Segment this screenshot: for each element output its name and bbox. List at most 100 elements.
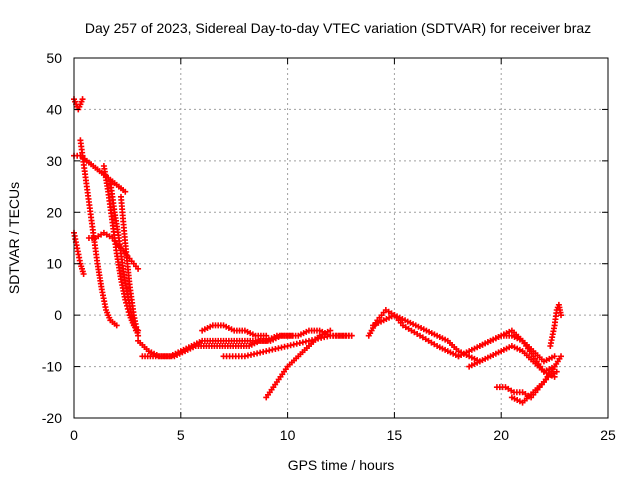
y-tick-label: 30	[46, 153, 62, 169]
data-point	[275, 334, 282, 340]
data-point	[442, 346, 449, 353]
y-tick-label: 40	[46, 101, 62, 117]
data-point	[134, 329, 141, 336]
data-point	[463, 349, 470, 356]
data-point	[121, 237, 128, 244]
data-point	[89, 235, 96, 241]
data-point	[484, 339, 491, 346]
data-point	[303, 345, 310, 352]
data-point	[217, 337, 224, 344]
data-point	[94, 257, 101, 264]
x-tick-label: 25	[600, 427, 616, 443]
data-point	[158, 353, 165, 360]
data-points	[71, 96, 565, 406]
data-point	[123, 288, 130, 295]
series-arc-20	[508, 353, 565, 406]
x-tick-label: 0	[70, 427, 78, 443]
data-point	[405, 325, 412, 332]
data-point	[380, 309, 387, 316]
data-point	[345, 332, 352, 339]
series-arc-2	[71, 152, 129, 195]
data-point	[106, 314, 113, 321]
data-point	[239, 337, 246, 344]
data-point	[179, 349, 186, 356]
data-point	[228, 326, 235, 333]
series-arc-8	[117, 193, 142, 339]
y-tick-label: 50	[46, 50, 62, 66]
x-tick-label: 10	[280, 427, 296, 443]
series-arc-4	[77, 137, 120, 329]
x-tick-label: 20	[493, 427, 509, 443]
y-tick-label: 0	[54, 307, 62, 323]
data-point	[506, 344, 513, 351]
data-point	[126, 278, 133, 285]
data-point	[410, 321, 417, 328]
data-point	[303, 328, 310, 335]
data-point	[113, 181, 120, 188]
data-point	[111, 206, 118, 213]
data-point	[282, 366, 289, 373]
data-point	[73, 242, 80, 249]
x-axis-label: GPS time / hours	[288, 457, 395, 473]
data-point	[111, 320, 118, 327]
data-point	[190, 344, 197, 351]
data-point	[516, 346, 523, 353]
data-point	[324, 328, 331, 335]
data-point	[388, 313, 395, 320]
y-tick-label: -20	[42, 410, 62, 426]
data-point	[132, 263, 139, 270]
series-arc-3	[71, 229, 87, 277]
data-point	[168, 353, 175, 360]
data-point	[293, 355, 300, 362]
series-arc-15	[370, 312, 483, 365]
x-tick-label: 5	[177, 427, 185, 443]
data-point	[516, 389, 523, 396]
data-point	[484, 354, 491, 361]
series-arc-12	[220, 332, 355, 360]
data-point	[474, 359, 481, 366]
data-point	[556, 355, 563, 362]
series-arc-14	[365, 307, 462, 360]
data-point	[528, 350, 535, 357]
data-point	[243, 343, 250, 349]
y-axis-label: SDTVAR / TECUs	[6, 182, 22, 294]
data-point	[74, 152, 81, 159]
data-point	[196, 339, 203, 346]
data-point	[399, 316, 406, 322]
data-point	[528, 391, 535, 398]
data-point	[495, 334, 502, 340]
data-point	[76, 257, 83, 264]
data-point	[106, 233, 113, 240]
data-point	[314, 334, 321, 341]
data-point	[207, 323, 214, 330]
data-point	[228, 337, 235, 344]
axis-ticks: 0 5 10 15 20 25 -20 -10 0 10 20 30 40 50	[42, 50, 616, 443]
data-point	[217, 322, 224, 329]
data-point	[109, 216, 116, 223]
data-point	[89, 226, 96, 233]
data-point	[143, 346, 150, 353]
data-point	[85, 195, 92, 202]
data-point	[72, 98, 79, 105]
data-point	[249, 331, 256, 338]
data-point	[76, 103, 83, 110]
data-point	[120, 187, 127, 193]
data-point	[115, 232, 122, 239]
data-point	[453, 346, 460, 353]
data-point	[431, 341, 438, 348]
series-arc-13	[263, 327, 334, 401]
data-point	[81, 165, 88, 172]
data-point	[499, 384, 506, 391]
data-point	[79, 268, 86, 275]
data-point	[98, 231, 105, 238]
data-point	[378, 318, 385, 325]
data-point	[117, 273, 124, 280]
data-point	[397, 319, 404, 326]
series-arc-10	[139, 332, 295, 360]
data-point	[98, 283, 105, 290]
data-point	[104, 185, 111, 192]
data-point	[88, 161, 95, 168]
data-point	[78, 98, 85, 105]
data-point	[538, 381, 545, 388]
